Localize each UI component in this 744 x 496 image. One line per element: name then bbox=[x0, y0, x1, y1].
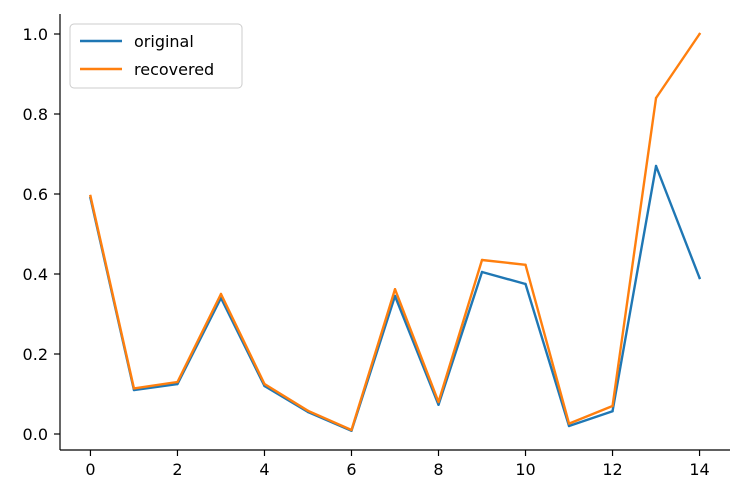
data-point-recovered bbox=[350, 428, 353, 432]
data-point-recovered bbox=[480, 258, 484, 262]
x-tick-label: 0 bbox=[85, 460, 95, 479]
y-tick-label: 0.8 bbox=[23, 105, 48, 124]
data-point-recovered bbox=[437, 400, 440, 404]
legend-label-original: original bbox=[134, 32, 194, 51]
data-point-original bbox=[393, 294, 397, 298]
x-tick-label: 8 bbox=[433, 460, 443, 479]
data-point-recovered bbox=[306, 409, 310, 412]
x-tick-label: 10 bbox=[515, 460, 535, 479]
data-point-original bbox=[611, 410, 614, 413]
data-point-original bbox=[480, 270, 484, 274]
legend-label-recovered: recovered bbox=[134, 60, 214, 79]
y-tick-label: 0.0 bbox=[23, 425, 48, 444]
data-point-recovered bbox=[89, 194, 92, 198]
data-point-recovered bbox=[654, 96, 658, 100]
x-tick-label: 4 bbox=[259, 460, 269, 479]
data-point-recovered bbox=[611, 404, 614, 408]
legend: original recovered bbox=[69, 23, 243, 89]
data-point-recovered bbox=[524, 263, 527, 266]
x-tick-label: 6 bbox=[346, 460, 356, 479]
series-layer bbox=[89, 32, 702, 432]
x-tick-label: 14 bbox=[689, 460, 709, 479]
y-tick-label: 0.2 bbox=[23, 345, 48, 364]
data-point-original bbox=[698, 276, 701, 280]
series-line-recovered bbox=[89, 32, 702, 432]
series-line-original bbox=[89, 164, 702, 432]
data-point-recovered bbox=[263, 382, 266, 386]
data-point-original bbox=[524, 282, 527, 286]
y-tick-label: 1.0 bbox=[23, 25, 48, 44]
data-point-recovered bbox=[393, 288, 397, 291]
y-tick-label: 0.4 bbox=[23, 265, 48, 284]
data-point-original bbox=[654, 164, 658, 168]
data-point-recovered bbox=[132, 387, 136, 390]
x-tick-label: 12 bbox=[602, 460, 622, 479]
data-point-recovered bbox=[698, 32, 701, 36]
y-tick-label: 0.6 bbox=[23, 185, 48, 204]
data-point-recovered bbox=[176, 380, 179, 384]
x-tick-label: 2 bbox=[172, 460, 182, 479]
data-point-original bbox=[176, 382, 179, 386]
data-point-original bbox=[437, 403, 440, 406]
axes: 0 2 4 6 8 10 12 14 0.0 0.2 0.4 0.6 0.8 1.0 bbox=[23, 14, 730, 479]
data-point-original bbox=[567, 424, 571, 428]
data-point-recovered bbox=[219, 292, 223, 296]
data-point-recovered bbox=[567, 422, 571, 425]
